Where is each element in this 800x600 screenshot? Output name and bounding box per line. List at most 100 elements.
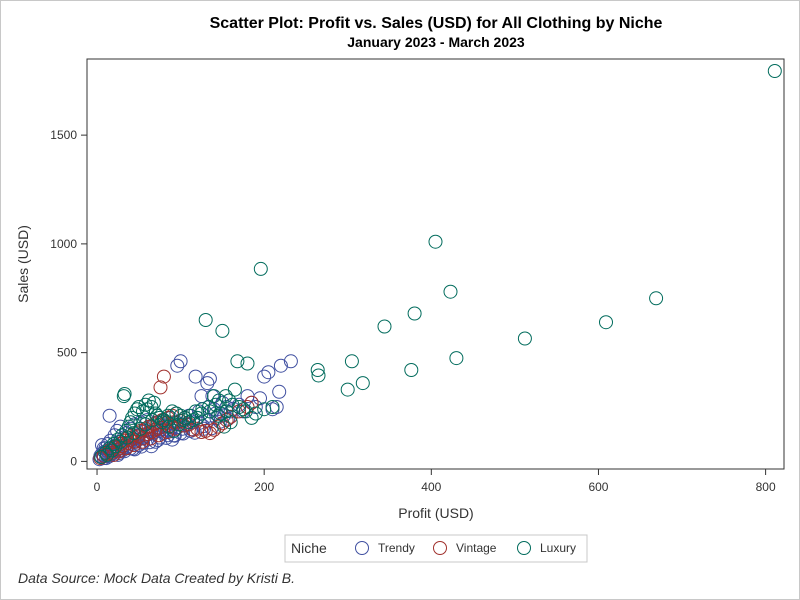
data-point-luxury	[105, 443, 120, 458]
data-point-luxury	[212, 393, 226, 408]
data-point-luxury	[344, 354, 359, 369]
legend-label-trendy: Trendy	[378, 541, 415, 555]
data-point-luxury	[211, 408, 226, 423]
data-point-luxury	[155, 415, 170, 430]
data-point-vintage	[156, 369, 171, 384]
data-point-trendy	[188, 369, 203, 384]
data-point-luxury	[98, 445, 113, 460]
data-point-luxury	[146, 395, 161, 410]
data-point-trendy	[257, 369, 272, 384]
data-point-luxury	[649, 291, 664, 306]
series-luxury	[94, 64, 782, 464]
data-point-luxury	[404, 363, 419, 377]
legend-marker-luxury	[517, 541, 531, 555]
data-point-luxury	[428, 234, 443, 249]
data-point-vintage	[153, 380, 168, 395]
data-point-luxury	[145, 413, 160, 428]
data-point-luxury	[340, 382, 355, 397]
y-tick-label: 1000	[50, 237, 77, 251]
data-point-luxury	[310, 363, 325, 377]
plot-area	[86, 58, 785, 470]
data-point-trendy	[283, 354, 298, 369]
data-point-luxury	[223, 415, 238, 430]
data-point-luxury	[126, 426, 141, 441]
data-point-luxury	[133, 421, 148, 436]
data-point-vintage	[168, 421, 183, 436]
x-tick-label: 400	[421, 480, 441, 494]
legend-box	[284, 534, 588, 563]
data-point-luxury	[377, 319, 392, 334]
data-point-luxury	[110, 432, 125, 447]
data-point-trendy	[200, 376, 215, 391]
x-tick-label: 800	[756, 480, 776, 494]
data-point-luxury	[198, 313, 213, 327]
data-point-trendy	[159, 430, 174, 445]
data-point-luxury	[108, 439, 123, 454]
data-point-luxury	[253, 261, 268, 276]
data-point-luxury	[230, 354, 245, 369]
data-point-vintage	[151, 428, 166, 443]
data-point-luxury	[183, 408, 198, 423]
data-point-trendy	[261, 365, 276, 380]
data-point-luxury	[195, 402, 210, 417]
data-point-trendy	[170, 358, 185, 373]
data-point-luxury	[240, 356, 255, 371]
x-tick-label: 200	[254, 480, 274, 494]
y-axis: 0 500 1000 1500	[50, 128, 87, 468]
data-point-luxury	[208, 397, 223, 412]
data-point-luxury	[176, 413, 191, 428]
legend-marker-vintage	[433, 541, 447, 555]
chart-subtitle: January 2023 - March 2023	[347, 34, 525, 50]
data-points	[92, 64, 782, 467]
data-point-luxury	[222, 393, 237, 408]
data-point-luxury	[449, 351, 464, 366]
y-tick-label: 1500	[50, 128, 77, 142]
data-point-luxury	[202, 400, 216, 414]
data-point-luxury	[94, 450, 109, 464]
chart-title: Scatter Plot: Profit vs. Sales (USD) for…	[210, 15, 663, 32]
data-point-luxury	[117, 387, 132, 401]
data-point-luxury	[125, 410, 140, 425]
data-point-luxury	[599, 315, 613, 330]
legend-label-luxury: Luxury	[540, 541, 576, 555]
data-point-vintage	[202, 426, 217, 441]
data-point-luxury	[232, 400, 247, 414]
x-axis: 0 200 400 600 800	[94, 469, 776, 494]
data-point-luxury	[215, 323, 230, 338]
data-point-vintage	[93, 451, 108, 466]
legend: Niche Trendy Vintage Luxury	[284, 534, 588, 563]
data-point-luxury	[517, 331, 532, 346]
data-point-trendy	[272, 384, 287, 399]
legend-marker-trendy	[355, 541, 369, 555]
data-point-luxury	[106, 437, 121, 451]
data-point-trendy	[102, 408, 117, 423]
data-point-vintage	[143, 431, 158, 446]
x-tick-label: 600	[588, 480, 608, 494]
x-axis-label: Profit (USD)	[398, 505, 473, 521]
data-point-luxury	[130, 402, 145, 417]
data-point-luxury	[227, 382, 242, 397]
data-point-luxury	[238, 404, 253, 419]
y-tick-label: 500	[57, 346, 77, 360]
data-point-luxury	[355, 376, 370, 391]
data-point-luxury	[248, 406, 263, 421]
data-point-luxury	[407, 306, 422, 321]
data-point-luxury	[190, 410, 205, 425]
data-point-luxury	[188, 404, 203, 419]
footnote: Data Source: Mock Data Created by Kristi…	[18, 570, 295, 586]
data-point-luxury	[767, 64, 782, 78]
data-point-trendy	[273, 358, 288, 373]
y-tick-label: 0	[70, 454, 77, 468]
data-point-luxury	[311, 368, 326, 383]
x-tick-label: 0	[94, 480, 101, 494]
data-point-luxury	[218, 389, 233, 404]
data-point-luxury	[171, 417, 186, 432]
legend-label-vintage: Vintage	[456, 541, 497, 555]
data-point-luxury	[138, 417, 153, 432]
data-point-luxury	[161, 419, 176, 434]
data-point-luxury	[443, 284, 458, 299]
data-point-luxury	[102, 441, 117, 456]
data-point-luxury	[113, 434, 128, 449]
